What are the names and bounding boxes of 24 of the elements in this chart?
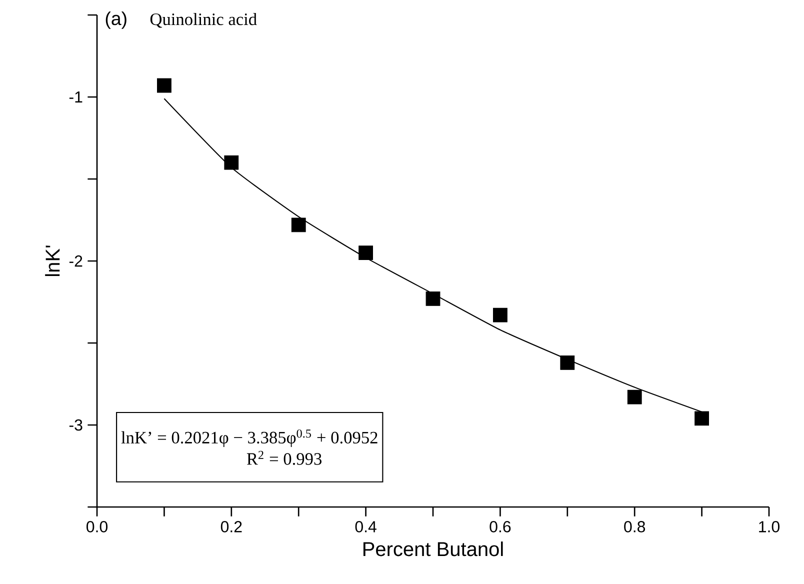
point [694, 411, 710, 426]
y-tick-label: -3 [69, 419, 82, 431]
annotation: lnK’ = 0.2021φ − 3.385φ$^{0.5}$ + 0.0952 [121, 429, 378, 448]
point [291, 218, 306, 232]
y-tick-label: -1 [69, 91, 82, 102]
x-tick-label: 1.0 [759, 521, 780, 532]
point [224, 155, 239, 170]
chart-title: (a) [106, 11, 126, 29]
point [560, 355, 575, 370]
point [157, 78, 172, 93]
y-axis-title: lnK' [45, 246, 60, 276]
point [426, 292, 440, 306]
x-tick-label: 0.0 [86, 521, 108, 532]
x-tick-label: 0.6 [490, 521, 511, 532]
x-tick-label: 0.8 [624, 521, 646, 532]
point [358, 246, 374, 260]
x-tick-label: 0.2 [220, 521, 242, 532]
point [492, 308, 508, 322]
chart-subtitle: Quinolinic acid [150, 12, 257, 28]
x-tick-label: 0.4 [355, 521, 376, 532]
y-tick-label: -2 [69, 255, 82, 267]
annotation: R$^{2}$ = 0.993 [246, 450, 322, 465]
point [627, 390, 642, 404]
x-axis-title: Percent Butanol [363, 542, 503, 556]
